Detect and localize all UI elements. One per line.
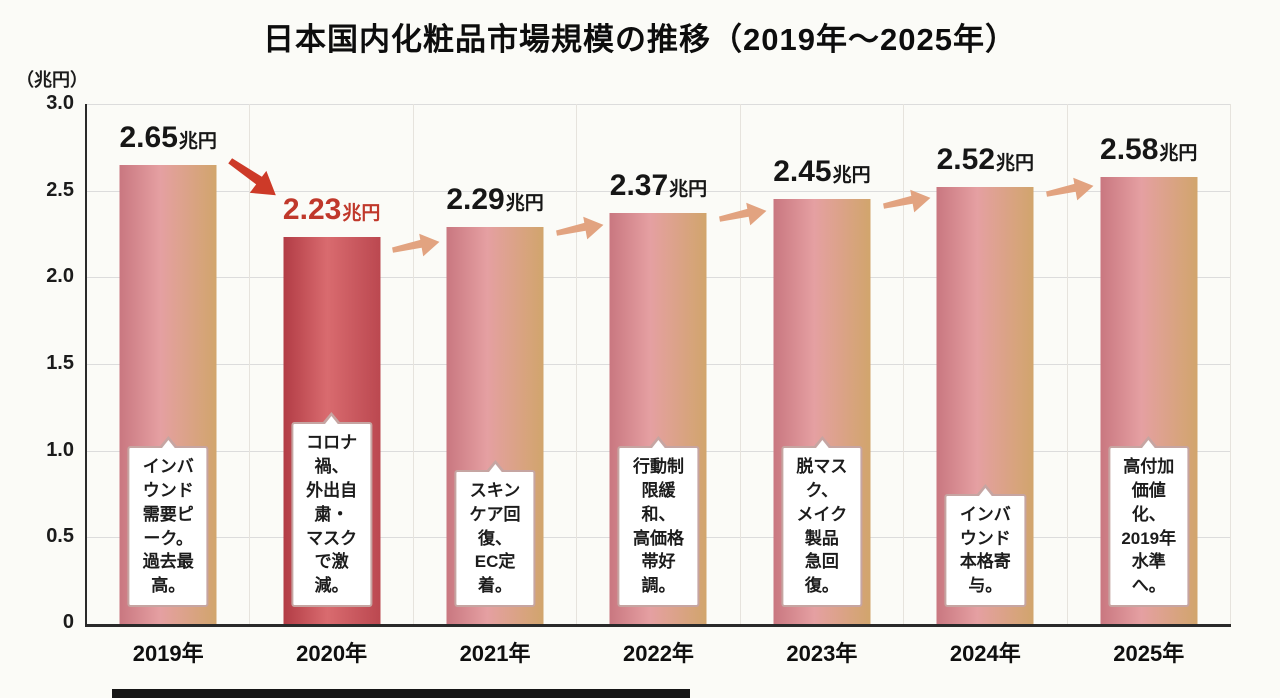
annotation-2025: 高付加価値化、 2019年水準へ。	[1108, 436, 1190, 607]
column-2024: 2.52 兆円 インバウンド 本格寄与。 2024年	[904, 104, 1068, 666]
column-2023: 2.45 兆円 脱マスク、 メイク製品 急回復。 2023年	[741, 104, 905, 666]
column-2019: 2.65 兆円 インバウンド 需要ピーク。 過去最高。 2019年	[87, 104, 251, 666]
annotation-2020: コロナ禍、 外出自粛・ マスクで激減。	[291, 412, 373, 607]
column-2022: 2.37 兆円 行動制限緩和、 高価格帯好調。 2022年	[577, 104, 741, 666]
x-label-2025: 2025年	[1113, 641, 1185, 666]
x-label-2022: 2022年	[622, 641, 694, 666]
y-tick-3.0: 3.0	[46, 92, 74, 114]
growth-arrow-2023-2024	[878, 183, 936, 222]
y-tick-0: 0	[62, 611, 74, 633]
growth-arrow-2022-2023	[714, 196, 772, 235]
decline-arrow-2019-2020	[216, 144, 290, 212]
annotation-2019: インバウンド 需要ピーク。 過去最高。	[127, 436, 209, 607]
value-label-2022: 2.37 兆円	[609, 169, 708, 202]
value-label-2021: 2.29 兆円	[446, 183, 544, 216]
column-2020: 2.23 兆円 コロナ禍、 外出自粛・ マスクで激減。 2020年	[250, 104, 414, 666]
bottom-crop-bar	[112, 689, 690, 698]
y-tick-1.5: 1.5	[46, 352, 74, 374]
column-2025: 2.58 兆円 高付加価値化、 2019年水準へ。 2025年	[1068, 104, 1231, 666]
annotation-2022: 行動制限緩和、 高価格帯好調。	[617, 436, 700, 607]
value-label-2023: 2.45 兆円	[773, 155, 871, 188]
y-tick-2.5: 2.5	[46, 179, 74, 201]
growth-arrow-2024-2025	[1041, 171, 1099, 210]
chart-title: 日本国内化粧品市場規模の推移（2019年〜2025年）	[263, 22, 1017, 57]
x-label-2020: 2020年	[296, 641, 368, 666]
gridline-3.0	[87, 104, 1231, 105]
x-label-2023: 2023年	[786, 641, 858, 666]
annotation-2024: インバウンド 本格寄与。	[944, 483, 1026, 607]
y-tick-0.5: 0.5	[46, 525, 74, 547]
x-label-2021: 2021年	[459, 641, 531, 666]
y-tick-1.0: 1.0	[46, 439, 74, 461]
value-label-2019: 2.65 兆円	[119, 121, 217, 154]
y-axis-unit-label: （兆円）	[16, 70, 88, 90]
value-label-2024: 2.52 兆円	[936, 143, 1035, 176]
value-label-2025: 2.58 兆円	[1100, 133, 1198, 166]
growth-arrow-2020-2021	[387, 227, 445, 266]
x-label-2019: 2019年	[132, 641, 204, 666]
growth-arrow-2021-2022	[551, 210, 609, 249]
value-label-2020: 2.23 兆円	[282, 193, 381, 226]
x-label-2024: 2024年	[949, 641, 1021, 666]
y-tick-2.0: 2.0	[46, 265, 74, 287]
annotation-2021: スキンケア回復、 EC定着。	[454, 460, 536, 607]
bar-columns: 2.65 兆円 インバウンド 需要ピーク。 過去最高。 2019年 2.23 兆円 …	[87, 104, 1231, 666]
gridline-2.5	[87, 191, 1231, 192]
annotation-2023: 脱マスク、 メイク製品 急回復。	[781, 436, 863, 607]
plot-area: 2.65 兆円 インバウンド 需要ピーク。 過去最高。 2019年 2.23 兆円 …	[85, 104, 1231, 666]
column-2021: 2.29 兆円 スキンケア回復、 EC定着。 2021年	[414, 104, 578, 666]
